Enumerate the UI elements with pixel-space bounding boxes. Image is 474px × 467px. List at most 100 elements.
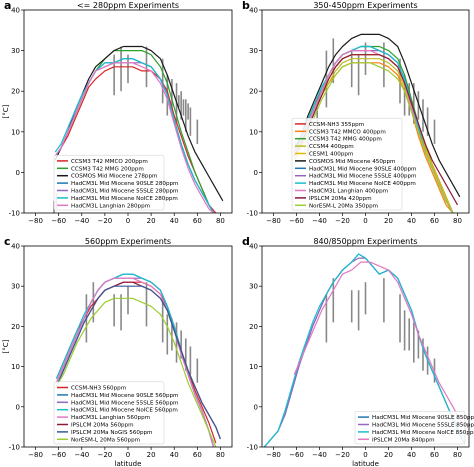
legend-entry: HadCM3L Mid Miocene NoICE 280ppm bbox=[71, 196, 178, 202]
y-tick-label: -10 bbox=[247, 444, 258, 452]
y-tick-label: 10 bbox=[249, 363, 258, 371]
legend-entry: NorESM-L 20Ma 560ppm bbox=[71, 437, 140, 443]
series-line bbox=[54, 66, 217, 213]
x-tick-label: 60 bbox=[193, 217, 202, 225]
legend-entry: CCSM3 T42 MMCO 400ppm bbox=[309, 129, 386, 135]
series-line bbox=[293, 62, 454, 213]
legend-entry: IPSLCM 20Ma 840ppm bbox=[372, 437, 435, 443]
x-tick-label: 20 bbox=[147, 217, 156, 225]
series-line bbox=[55, 285, 221, 440]
y-axis-label: [°C] bbox=[2, 104, 10, 118]
legend-entry: HadCM3L Mid Miocene 55SLE 560ppm bbox=[71, 400, 179, 406]
legend-entry: HadCM3L Mid Miocene 90SLE 400ppm bbox=[309, 166, 417, 172]
x-tick-label: 0 bbox=[363, 451, 367, 459]
y-tick-label: 30 bbox=[11, 283, 20, 291]
proxy-bars bbox=[325, 278, 436, 383]
panel-c: -10 0 10 20 30 40 −80 −60 −40 −20 0 20 40 60 80 560ppm … bbox=[2, 235, 233, 467]
x-axis-label: latitude bbox=[352, 460, 379, 467]
y-tick-label: 20 bbox=[249, 88, 258, 96]
y-tick-label: -10 bbox=[9, 444, 20, 452]
legend-entry: CCSM3 T42 MMG 400ppm bbox=[309, 137, 382, 143]
y-tick-label: 0 bbox=[16, 403, 20, 411]
x-tick-label: −40 bbox=[74, 217, 89, 225]
x-tick-label: 80 bbox=[453, 451, 462, 459]
legend-entry: HadCM3L Langhian 280ppm bbox=[71, 203, 150, 209]
legend-entry: HadCM3L Mid Miocene 90SLE 850ppm bbox=[372, 415, 474, 421]
x-tick-label: −80 bbox=[28, 217, 43, 225]
series-line bbox=[293, 261, 465, 428]
legend-entry: CCSM-NH3 355ppm bbox=[309, 122, 364, 128]
series-line bbox=[55, 277, 215, 447]
legend-entry: HadCM3L Mid Miocene 55SLE 850ppm bbox=[372, 423, 474, 429]
proxy-bars bbox=[85, 282, 199, 383]
x-tick-label: 60 bbox=[430, 217, 439, 225]
legend-entry: IPSLCM 20Ma NoGIS 560ppm bbox=[71, 430, 153, 436]
legend-entry: HadCM3L Mid Miocene 55SLE 280ppm bbox=[71, 189, 179, 195]
series-lines bbox=[293, 33, 461, 213]
legend-box bbox=[53, 154, 165, 211]
y-tick-label: 20 bbox=[11, 88, 20, 96]
legend-entry: COSMOS Mid Miocene 450ppm bbox=[309, 159, 395, 165]
y-tick-label: 40 bbox=[249, 243, 258, 251]
x-tick-label: 40 bbox=[407, 217, 416, 225]
panel-b: -10 0 10 20 30 40 −80 −60 −40 −20 0 20 40 60 80 350-450… bbox=[242, 0, 470, 225]
series-lines bbox=[263, 253, 465, 447]
x-tick-label: 60 bbox=[430, 451, 439, 459]
legend-entry: HadCM3L Mid Miocene NoICE 400ppm bbox=[309, 181, 416, 187]
panel-letter: a bbox=[4, 0, 11, 12]
x-tick-label: −40 bbox=[312, 451, 327, 459]
x-tick-label: 80 bbox=[453, 217, 462, 225]
panel-d: -10 0 10 20 30 40 −80 −60 −40 −20 0 20 40 60 80 840/850… bbox=[242, 235, 474, 467]
x-tick-label: −60 bbox=[289, 217, 304, 225]
x-tick-label: −60 bbox=[289, 451, 304, 459]
x-tick-label: −60 bbox=[51, 217, 66, 225]
x-tick-label: 0 bbox=[126, 217, 130, 225]
x-tick-label: −20 bbox=[335, 217, 350, 225]
legend-entry: CCSM4 400ppm bbox=[309, 144, 354, 150]
x-tick-label: −40 bbox=[74, 451, 89, 459]
legend-entry: CCSM-NH3 560ppm bbox=[71, 386, 126, 392]
series-line bbox=[293, 54, 459, 206]
x-tick-label: 40 bbox=[170, 451, 179, 459]
y-tick-label: 0 bbox=[254, 403, 258, 411]
legend-box bbox=[291, 117, 403, 211]
x-tick-label: −40 bbox=[312, 217, 327, 225]
y-tick-label: 30 bbox=[249, 47, 258, 55]
x-tick-label: −60 bbox=[51, 451, 66, 459]
x-tick-label: 60 bbox=[193, 451, 202, 459]
x-tick-label: −20 bbox=[97, 217, 112, 225]
series-line bbox=[293, 33, 461, 198]
x-tick-label: 80 bbox=[216, 217, 225, 225]
y-tick-label: 10 bbox=[11, 128, 20, 136]
x-tick-label: 40 bbox=[170, 217, 179, 225]
series-line bbox=[55, 281, 217, 444]
x-tick-label: −20 bbox=[97, 451, 112, 459]
legend-entry: IPSLCM 20Ma 560ppm bbox=[71, 423, 134, 429]
y-tick-label: 0 bbox=[16, 169, 20, 177]
x-tick-label: 0 bbox=[126, 451, 130, 459]
y-axis-label: [°C] bbox=[2, 339, 10, 353]
panel-title: 840/850ppm Experiments bbox=[313, 237, 417, 246]
x-tick-label: 20 bbox=[147, 451, 156, 459]
y-tick-label: 40 bbox=[249, 7, 258, 15]
legend-entry: HadCM3L Mid Miocene NoICE 850ppm bbox=[372, 430, 474, 436]
y-tick-label: 0 bbox=[254, 169, 258, 177]
legend-entry: HadCM3L Mid Miocene NoICE 560ppm bbox=[71, 408, 178, 414]
y-tick-label: 20 bbox=[249, 323, 258, 331]
legend-entry: HadCM3L Langhian 560ppm bbox=[71, 415, 150, 421]
legend-entry: CESM1 400ppm bbox=[309, 152, 353, 158]
x-tick-label: 20 bbox=[384, 217, 393, 225]
panel-title: 560ppm Experiments bbox=[85, 237, 171, 246]
legend-entry: CCSM3 T42 MMG 200ppm bbox=[71, 166, 144, 172]
legend-entry: COSMOS Mid Miocene 278ppm bbox=[71, 174, 157, 180]
panel-a: -10 0 10 20 30 40 −80 −60 −40 −20 0 20 40 60 80 <= 280p… bbox=[2, 0, 233, 225]
legend-box bbox=[354, 411, 466, 445]
x-tick-label: −80 bbox=[28, 451, 43, 459]
series-lines bbox=[55, 273, 221, 447]
y-tick-label: 30 bbox=[11, 47, 20, 55]
legend-entry: HadCM3L Mid Miocene 90SLE 560ppm bbox=[71, 393, 179, 399]
